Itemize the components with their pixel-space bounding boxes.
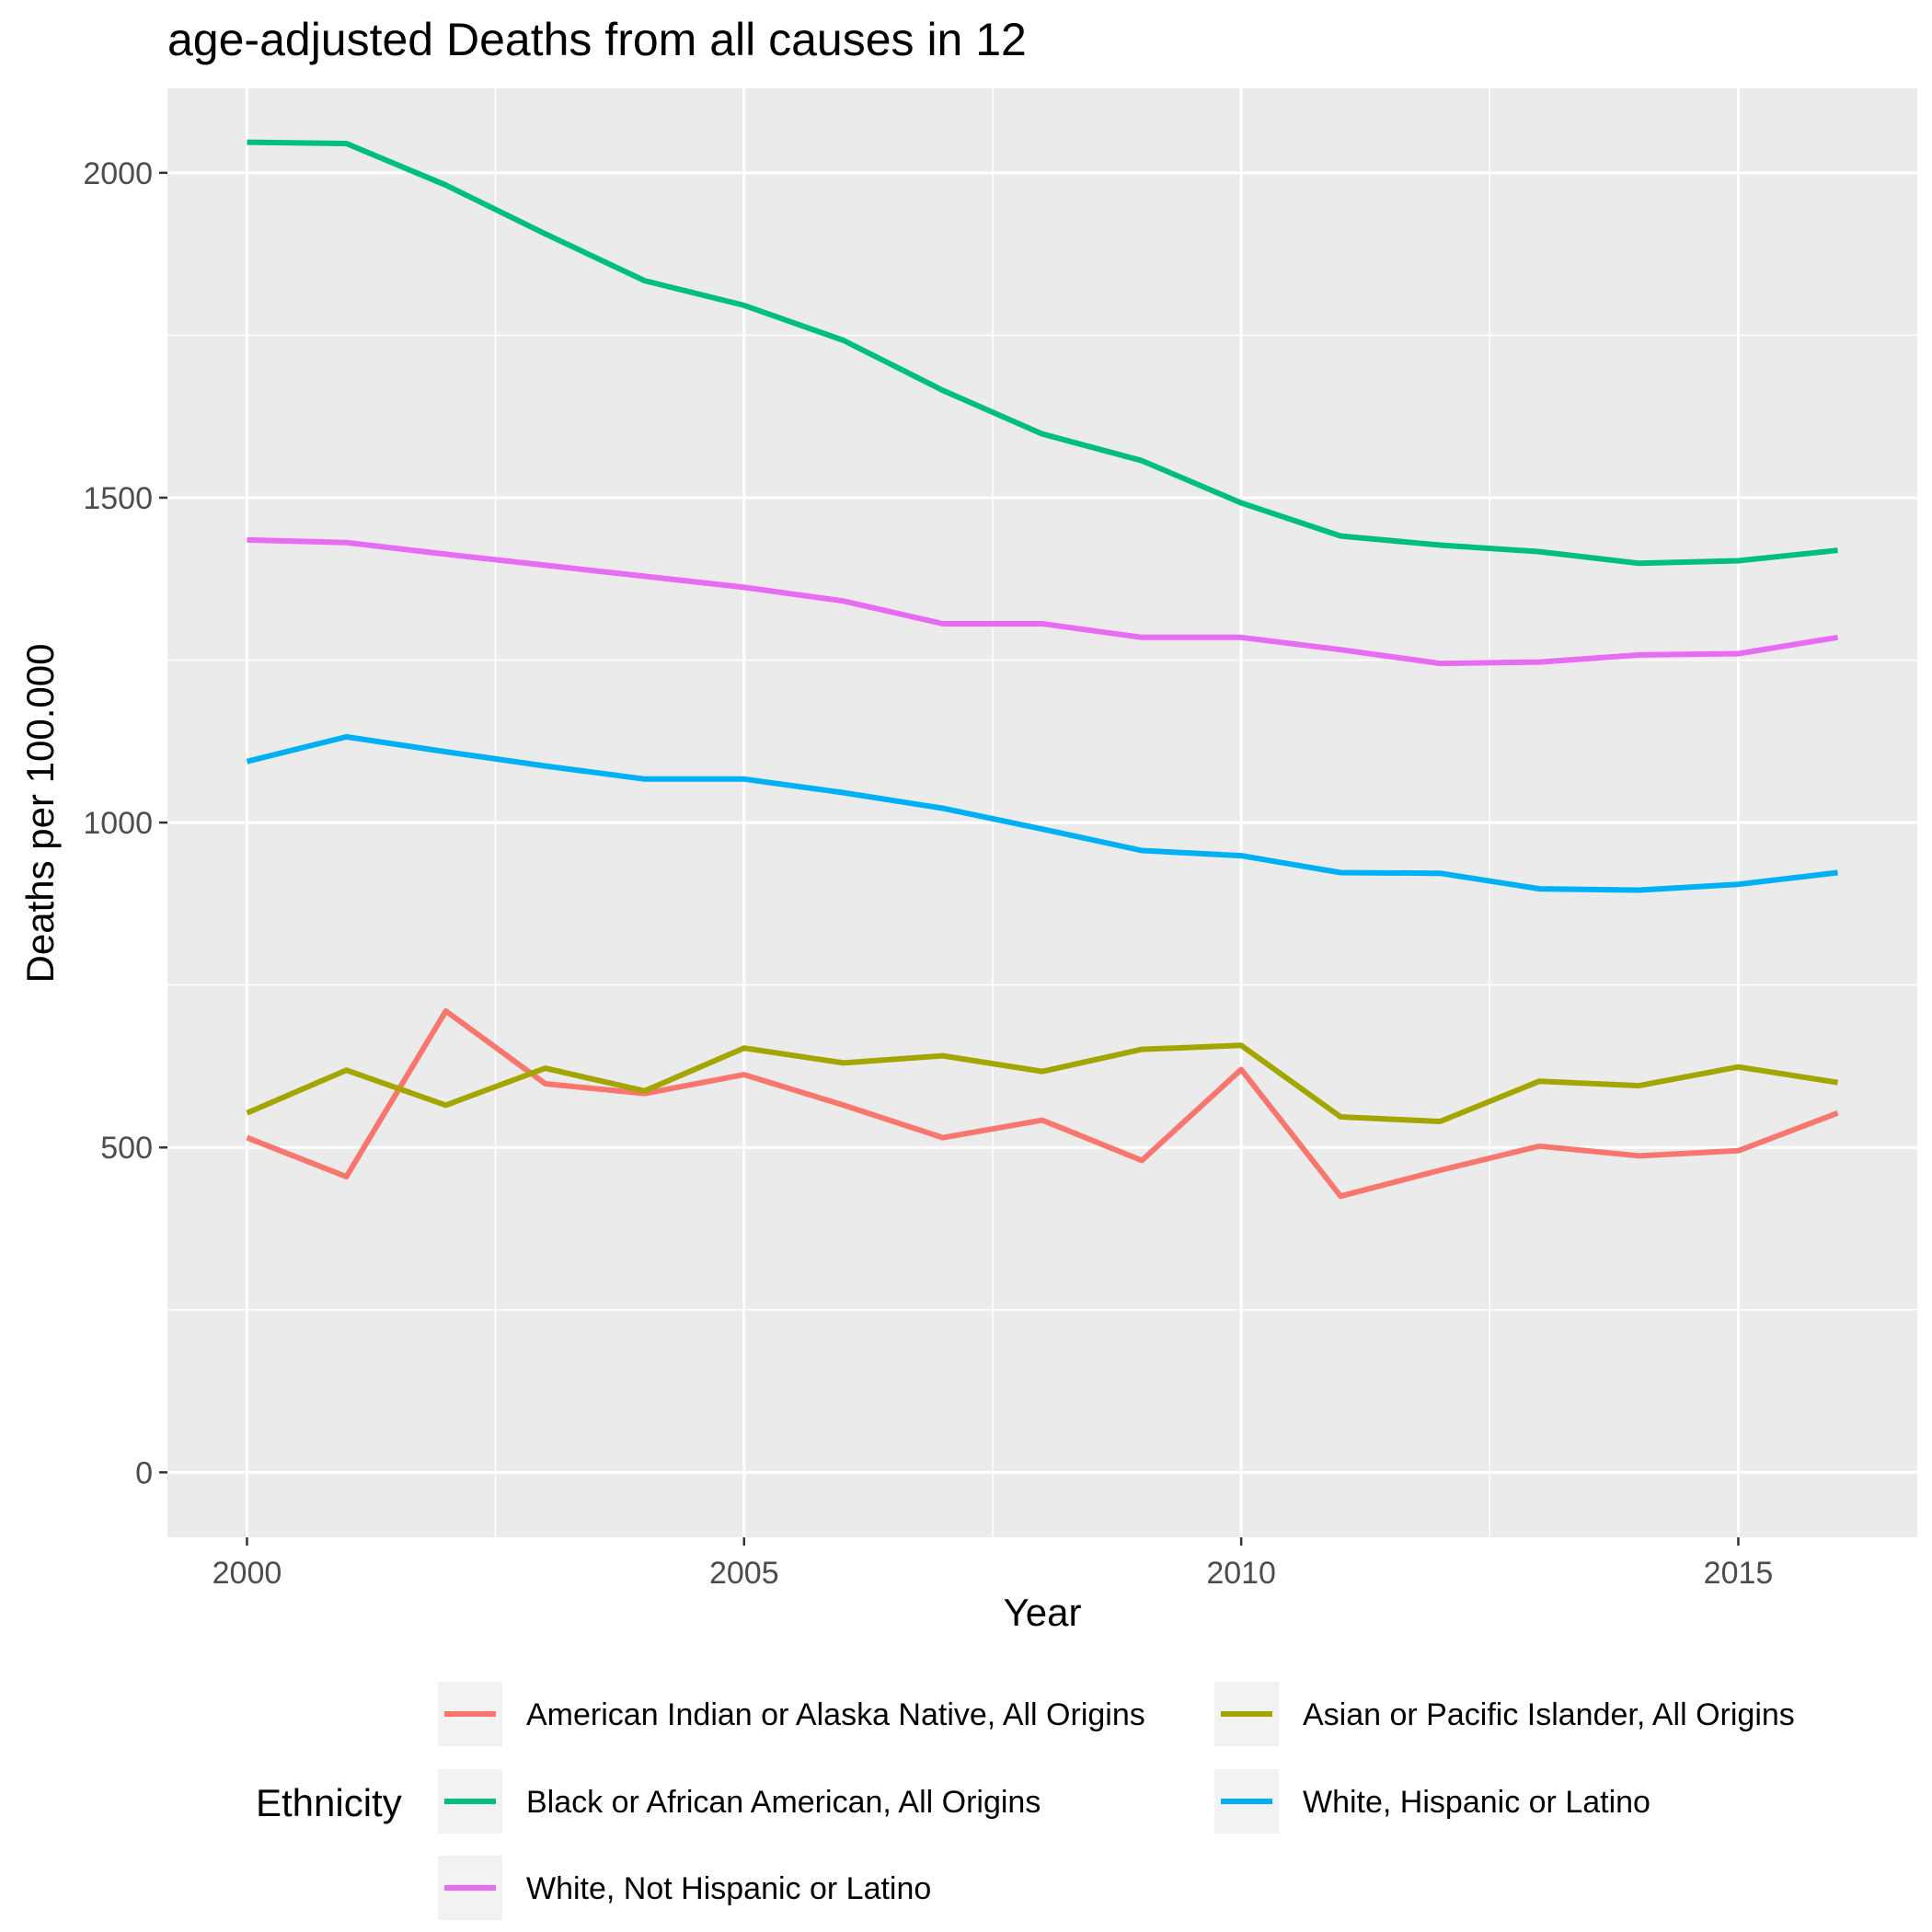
x-axis-title: Year — [1004, 1591, 1082, 1634]
y-tick-label: 1000 — [83, 806, 153, 841]
y-tick-label: 1500 — [83, 481, 153, 516]
y-axis-title: Deaths per 100.000 — [18, 644, 62, 983]
series-lines — [246, 139, 1839, 1200]
plot-panel — [167, 88, 1917, 1537]
x-tick-label: 2010 — [1206, 1556, 1276, 1591]
legend-label: Black or African American, All Origins — [526, 1785, 1041, 1820]
legend-label: American Indian or Alaska Native, All Or… — [526, 1697, 1145, 1732]
legend-title: Ethnicity — [256, 1781, 402, 1824]
series-line — [247, 536, 1838, 667]
y-axis: 0 500 1000 1500 2000 — [83, 156, 167, 1490]
major-gridlines — [167, 88, 1917, 1537]
x-axis: 2000 2005 2010 2015 — [213, 1537, 1774, 1591]
series-line — [247, 139, 1838, 567]
legend: Ethnicity American Indian or Alaska Nati… — [256, 1682, 1795, 1920]
legend-label: Asian or Pacific Islander, All Origins — [1303, 1697, 1795, 1732]
chart-title: age-adjusted Deaths from all causes in 1… — [167, 14, 1027, 65]
legend-label: White, Hispanic or Latino — [1303, 1785, 1650, 1820]
series-line — [246, 733, 1838, 893]
x-tick-label: 2000 — [213, 1556, 282, 1591]
series-line — [246, 1007, 1839, 1200]
y-tick-label: 500 — [100, 1131, 153, 1166]
legend-label: White, Not Hispanic or Latino — [526, 1871, 931, 1906]
y-tick-label: 2000 — [83, 156, 153, 191]
x-tick-label: 2005 — [709, 1556, 779, 1591]
minor-gridlines — [167, 88, 1917, 1537]
y-tick-label: 0 — [135, 1455, 153, 1490]
series-line — [246, 1042, 1838, 1124]
x-tick-label: 2015 — [1704, 1556, 1774, 1591]
